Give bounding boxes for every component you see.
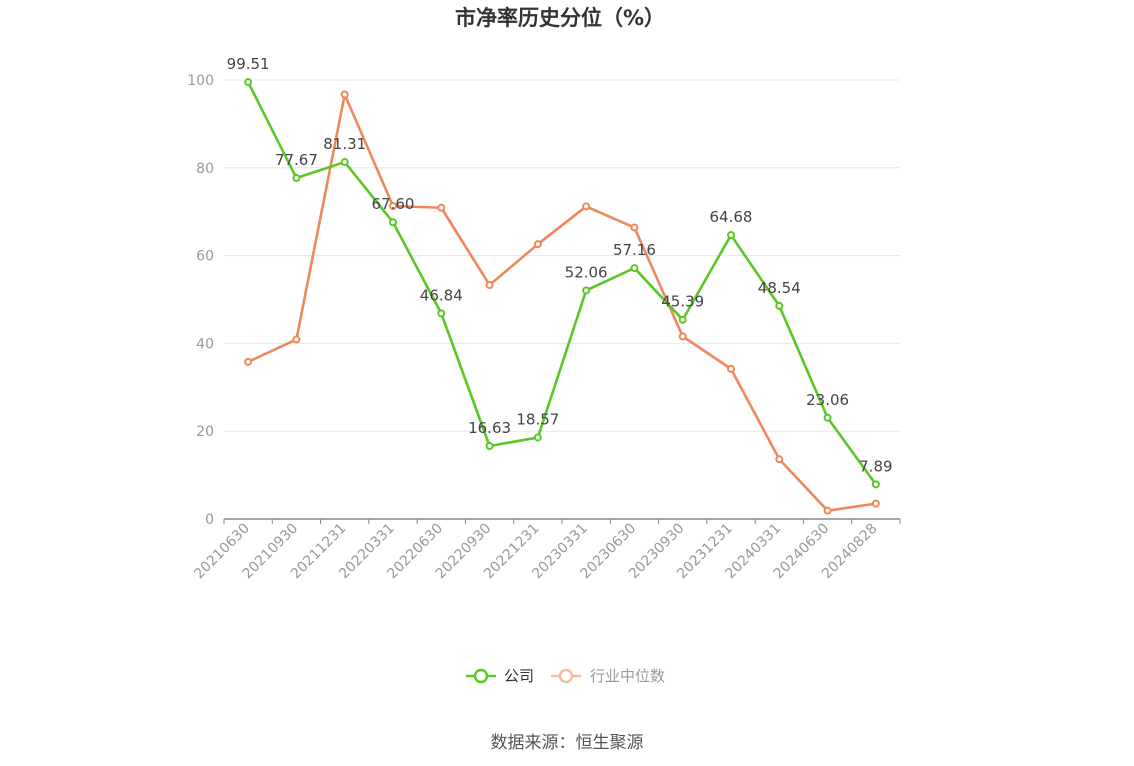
data-point[interactable] — [630, 264, 639, 273]
data-point[interactable] — [437, 309, 446, 318]
data-point[interactable] — [582, 286, 591, 295]
data-point[interactable] — [389, 201, 397, 210]
data-point[interactable] — [823, 506, 832, 515]
series-line-0 — [246, 81, 877, 486]
data-point[interactable] — [630, 223, 639, 232]
series-line-1 — [247, 93, 877, 512]
y-tick-label: 0 — [205, 512, 214, 528]
data-label: 23.06 — [806, 391, 849, 409]
series-layer — [244, 78, 880, 515]
legend-marker — [473, 668, 489, 684]
data-label: 45.39 — [661, 293, 704, 311]
legend-item-0[interactable]: 公司 — [466, 667, 534, 685]
data-point[interactable] — [533, 240, 542, 249]
data-point[interactable] — [244, 357, 253, 366]
y-tick-label: 20 — [196, 424, 214, 440]
y-tick-label: 40 — [196, 336, 214, 352]
data-point[interactable] — [292, 335, 301, 344]
data-point[interactable] — [871, 499, 880, 508]
data-label: 18.57 — [516, 410, 559, 428]
data-label: 67.60 — [372, 195, 415, 213]
gridlines — [224, 79, 900, 432]
data-point[interactable] — [678, 332, 687, 341]
data-label: 77.67 — [275, 151, 318, 169]
data-point[interactable] — [244, 78, 253, 87]
y-tick-label: 100 — [187, 73, 214, 89]
legend-label: 行业中位数 — [590, 667, 665, 685]
legend-item-1[interactable]: 行业中位数 — [551, 667, 665, 685]
chart-title: 市净率历史分位（%） — [455, 6, 665, 30]
data-labels: 99.51 77.67 81.31 67.60 46.84 16.63 18.57 52.06… — [227, 55, 893, 475]
data-point[interactable] — [823, 413, 832, 422]
legend-marker — [558, 668, 574, 684]
data-point[interactable] — [871, 480, 880, 489]
data-point[interactable] — [485, 441, 494, 450]
data-point[interactable] — [727, 364, 735, 373]
data-label: 99.51 — [227, 55, 270, 73]
axes: 0204060801002021063020210930202112312022… — [187, 73, 901, 582]
data-label: 7.89 — [859, 457, 892, 475]
data-label: 16.63 — [468, 419, 511, 437]
data-point[interactable] — [533, 433, 542, 442]
source-note: 数据来源：恒生聚源 — [491, 733, 644, 753]
data-point[interactable] — [775, 301, 784, 310]
data-point[interactable] — [340, 158, 349, 167]
y-tick-label: 60 — [196, 249, 214, 265]
data-point[interactable] — [389, 218, 397, 227]
data-point[interactable] — [582, 202, 591, 211]
data-label: 46.84 — [420, 286, 463, 304]
legend[interactable]: 公司 行业中位数 — [466, 667, 665, 685]
data-point[interactable] — [485, 281, 494, 290]
data-point[interactable] — [678, 315, 687, 324]
data-point[interactable] — [727, 231, 735, 240]
legend-label: 公司 — [504, 667, 534, 685]
data-point[interactable] — [437, 203, 446, 212]
data-label: 64.68 — [710, 208, 753, 226]
data-label: 57.16 — [613, 241, 656, 259]
data-label: 48.54 — [758, 279, 801, 297]
data-label: 52.06 — [565, 263, 608, 281]
data-point[interactable] — [340, 90, 349, 99]
y-tick-label: 80 — [196, 161, 214, 177]
data-point[interactable] — [292, 174, 301, 183]
data-label: 81.31 — [323, 135, 366, 153]
data-point[interactable] — [775, 455, 784, 464]
